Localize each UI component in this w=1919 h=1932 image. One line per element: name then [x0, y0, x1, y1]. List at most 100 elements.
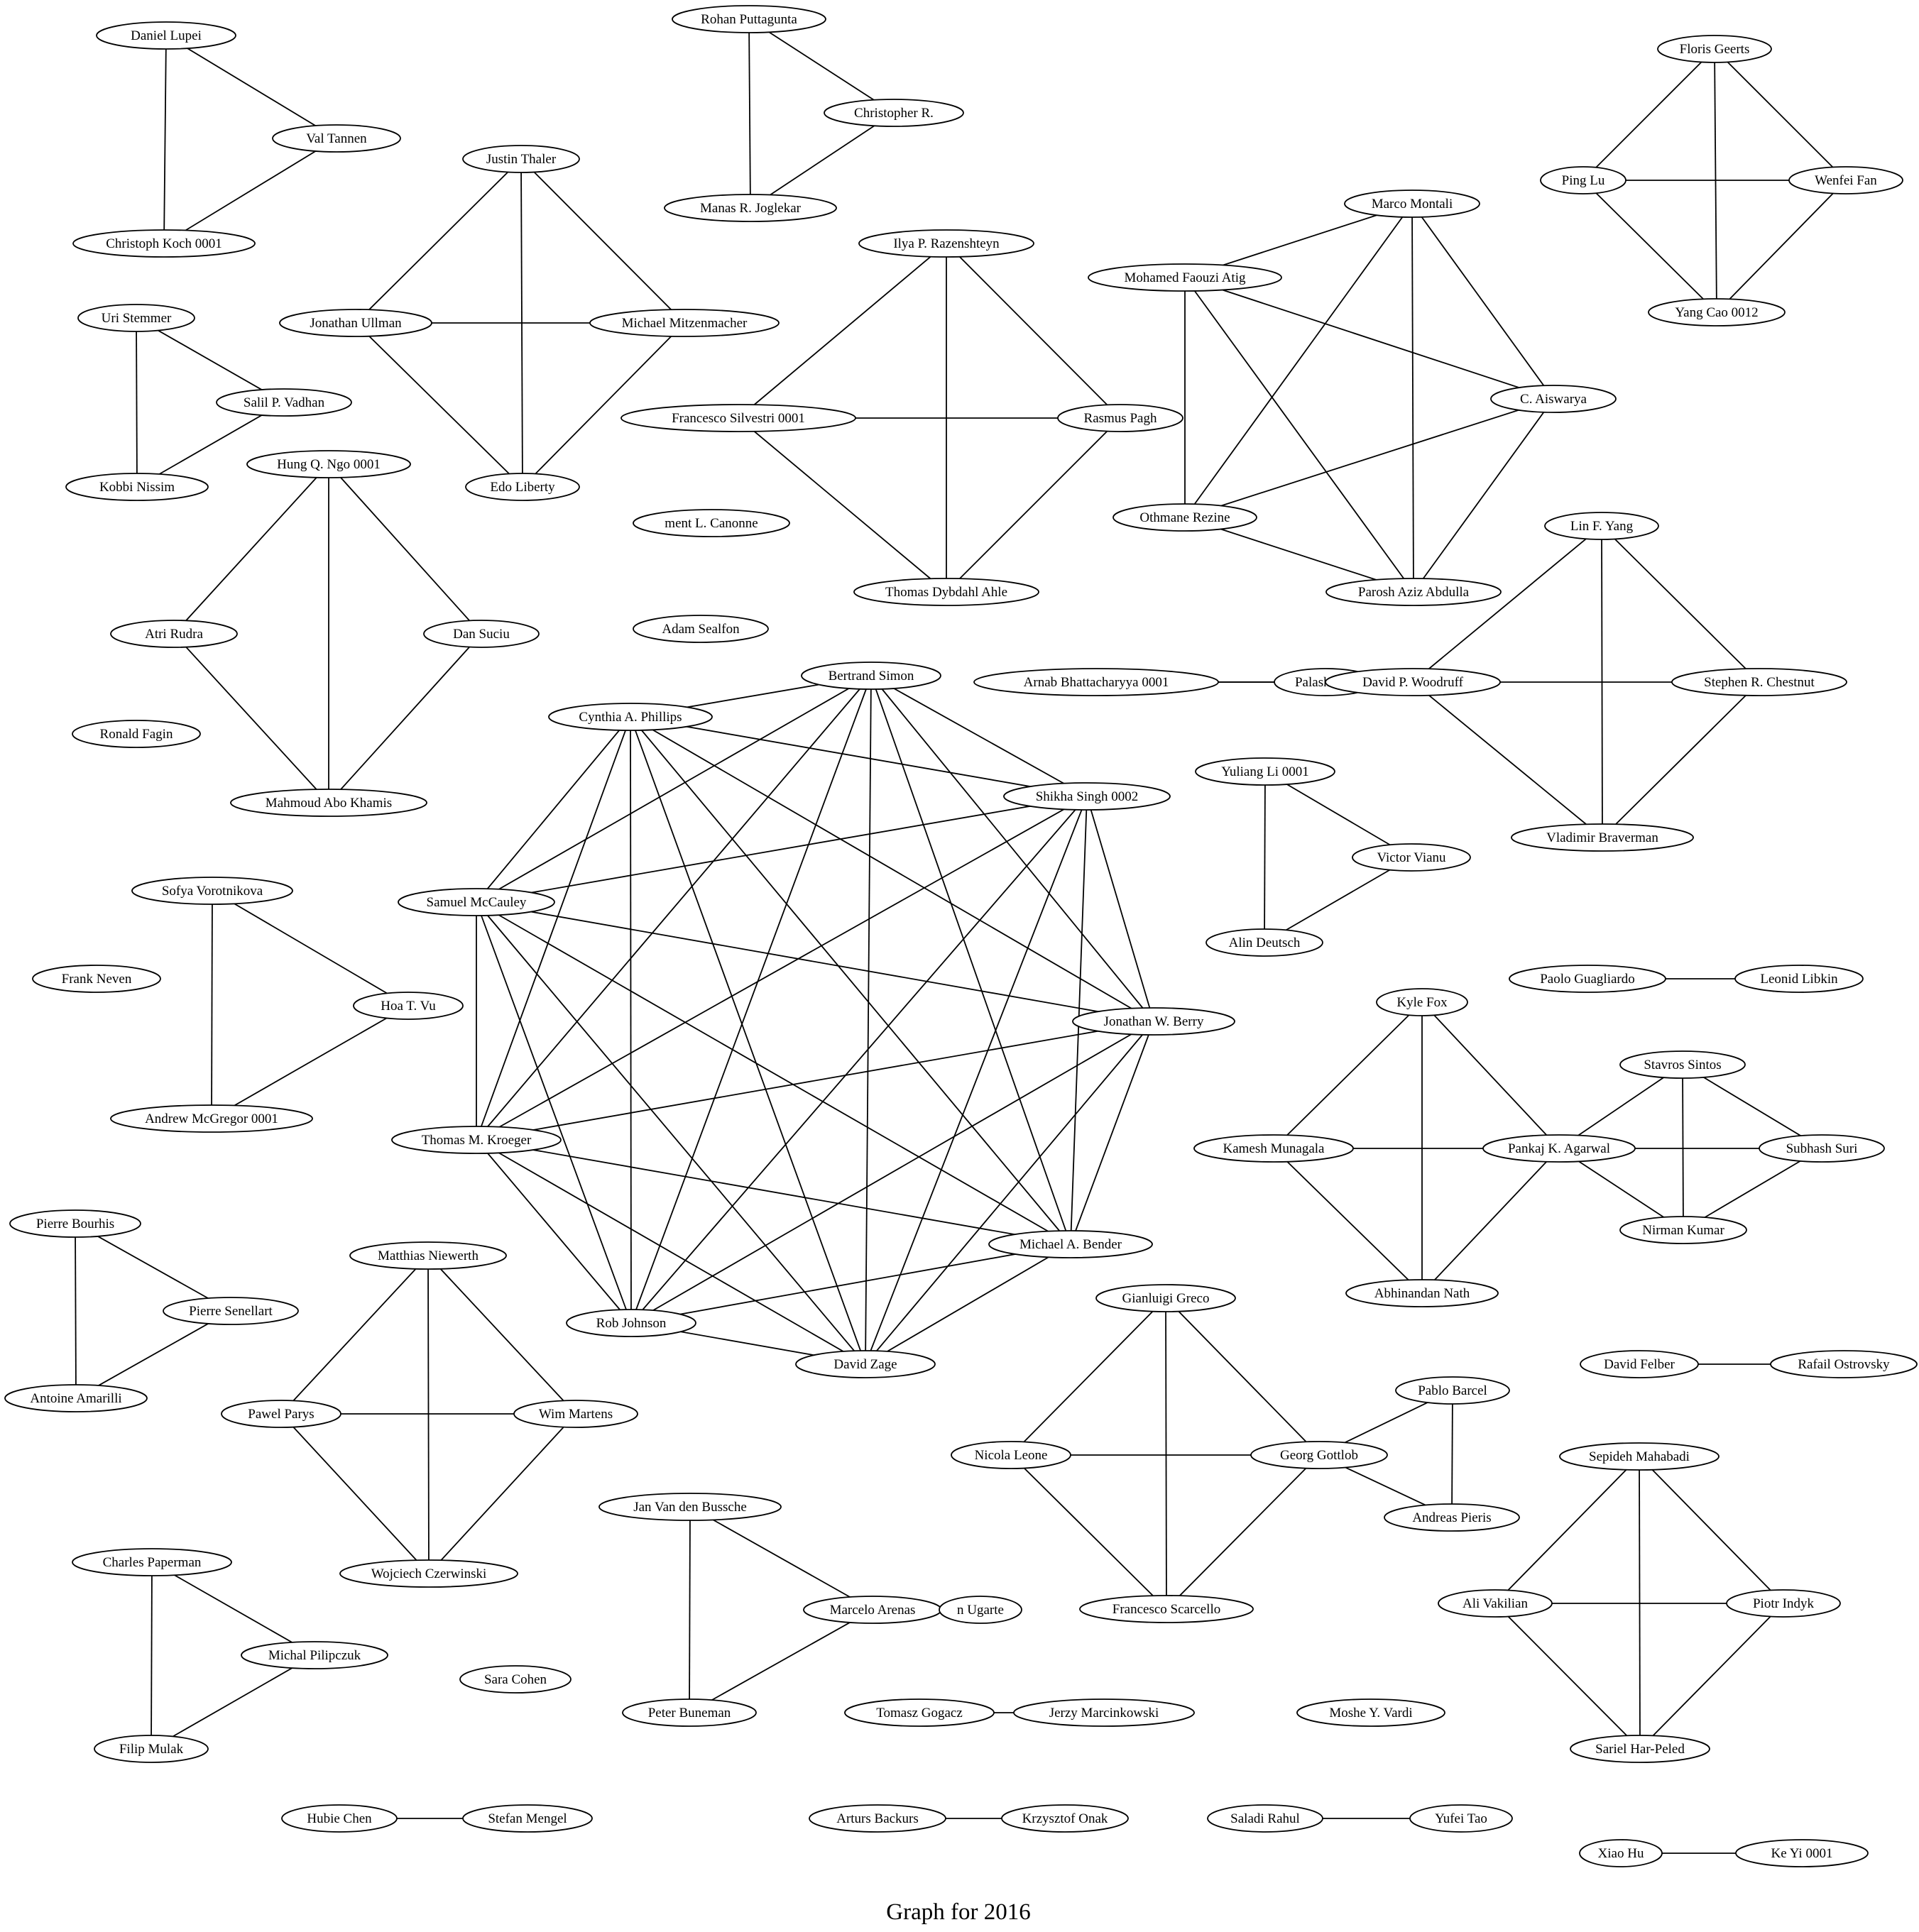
node-ellipse — [1205, 928, 1323, 957]
edge-kroeger-zage — [476, 1139, 866, 1365]
node-koch: Christoph Koch 0001 — [72, 229, 256, 258]
node-deutsch: Alin Deutsch — [1205, 928, 1323, 957]
node-pagh: Rasmus Pagh — [1057, 404, 1183, 432]
edge-vianu-deutsch — [1264, 857, 1412, 943]
node-ellipse — [1490, 385, 1617, 413]
edge-thaler-mitzenmacher — [520, 158, 685, 324]
node-label: Arturs Backurs — [836, 1811, 919, 1826]
node-geerts: Floris Geerts — [1657, 35, 1772, 63]
edge-kroeger-johnson — [476, 1139, 632, 1324]
node-label: Andreas Pieris — [1412, 1510, 1491, 1525]
node-mulak: Filip Mulak — [94, 1735, 209, 1763]
node-arenas: Marcelo Arenas — [803, 1596, 942, 1624]
edge-pagh-ahle — [946, 417, 1121, 593]
node-sintos: Stavros Sintos — [1619, 1050, 1746, 1079]
node-ellipse — [4, 1384, 148, 1412]
node-abdulla: Parosh Aziz Abdulla — [1325, 578, 1502, 606]
node-bourhis: Pierre Bourhis — [9, 1209, 141, 1238]
node-label: Othmane Rezine — [1139, 510, 1230, 525]
node-label: Samuel McCauley — [427, 895, 527, 910]
node-martens: Wim Martens — [513, 1400, 638, 1428]
node-ellipse — [1482, 1134, 1636, 1163]
node-label: ment L. Canonne — [665, 516, 758, 531]
node-ellipse — [462, 145, 580, 173]
node-johnson: Rob Johnson — [566, 1309, 696, 1337]
node-ellipse — [939, 1596, 1022, 1624]
node-ellipse — [1352, 843, 1471, 872]
edge-suri-kumar — [1683, 1148, 1822, 1231]
node-greco: Gianluigi Greco — [1095, 1284, 1236, 1312]
node-label: Yuliang Li 0001 — [1221, 764, 1309, 779]
node-ellipse — [1770, 1350, 1918, 1378]
edge-vorotnikova-hoavu — [212, 890, 409, 1006]
node-ellipse — [1001, 1804, 1129, 1833]
node-ellipse — [1057, 404, 1183, 432]
node-ellipse — [598, 1493, 782, 1521]
node-bhattacharyya: Arnab Bhattacharyya 0001 — [973, 668, 1219, 696]
edge-razenshteyn-pagh — [946, 243, 1121, 419]
node-label: Frank Neven — [62, 972, 132, 987]
node-kroeger: Thomas M. Kroeger — [391, 1126, 562, 1154]
edge-puttagunta-joglekar — [748, 18, 751, 209]
node-label: Marcelo Arenas — [830, 1603, 916, 1618]
node-label: Daniel Lupei — [131, 28, 202, 43]
edge-aiswarya-rezine — [1184, 398, 1554, 518]
edge-tannen-koch — [163, 138, 337, 244]
edge-senellart-amarilli — [75, 1310, 231, 1399]
edge-gottlob-scarcello — [1166, 1454, 1320, 1610]
node-ellipse — [801, 662, 941, 690]
node-label: Victor Vianu — [1377, 850, 1446, 865]
node-label: Lin F. Yang — [1570, 519, 1634, 534]
edge-munagala-nath — [1273, 1148, 1423, 1294]
node-label: Gianluigi Greco — [1122, 1291, 1210, 1306]
node-keyi: Ke Yi 0001 — [1735, 1839, 1869, 1867]
node-onak: Krzysztof Onak — [1001, 1804, 1129, 1833]
node-vianu: Victor Vianu — [1352, 843, 1471, 872]
node-ellipse — [1296, 1698, 1445, 1727]
node-label: Sara Cohen — [484, 1672, 547, 1687]
edge-bsimon-kroeger — [476, 675, 872, 1141]
node-ellipse — [566, 1309, 696, 1337]
node-ellipse — [1409, 1804, 1513, 1833]
edge-re-joglekar — [750, 112, 895, 209]
node-nath: Abhinandan Nath — [1345, 1279, 1499, 1307]
node-label: Rob Johnson — [596, 1316, 667, 1331]
node-ellipse — [1325, 578, 1502, 606]
node-ellipse — [465, 473, 580, 501]
edge-phillips-kroeger — [476, 716, 631, 1141]
node-label: Parosh Aziz Abdulla — [1358, 585, 1470, 600]
graph-title: Graph for 2016 — [886, 1899, 1030, 1925]
node-label: Krzysztof Onak — [1022, 1811, 1108, 1826]
node-ellipse — [1735, 1839, 1869, 1867]
node-ellipse — [1734, 965, 1864, 993]
node-label: Rasmus Pagh — [1084, 411, 1157, 426]
node-ullman: Jonathan Ullman — [279, 309, 432, 337]
node-ellipse — [272, 124, 401, 153]
edge-parys-czerwinski — [280, 1413, 430, 1574]
node-sealfon: Adam Sealfon — [633, 615, 769, 643]
edge-berry-zage — [865, 1021, 1154, 1365]
node-ellipse — [1395, 1376, 1510, 1405]
node-label: Arnab Bhattacharyya 0001 — [1024, 675, 1169, 690]
node-label: Sepideh Mahabadi — [1589, 1449, 1690, 1464]
node-label: Jonathan Ullman — [310, 316, 402, 331]
edge-bsimon-bender — [870, 675, 1071, 1245]
node-ellipse — [462, 1804, 593, 1833]
node-label: Alin Deutsch — [1229, 935, 1301, 950]
node-ellipse — [110, 620, 238, 648]
edge-berry-kroeger — [476, 1021, 1154, 1141]
node-label: Ronald Fagin — [100, 727, 173, 742]
edge-yuliang-vianu — [1264, 771, 1412, 858]
node-mccauley: Samuel McCauley — [398, 888, 555, 916]
node-ellipse — [163, 1297, 299, 1325]
node-ellipse — [620, 404, 856, 432]
node-label: Pierre Bourhis — [36, 1217, 114, 1231]
node-mengel: Stefan Mengel — [462, 1804, 593, 1833]
node-label: Floris Geerts — [1680, 42, 1750, 57]
node-label: Mohamed Faouzi Atig — [1125, 270, 1246, 285]
edge-greco-leone — [1010, 1297, 1166, 1456]
node-gogacz: Tomasz Gogacz — [844, 1698, 995, 1727]
edge-paperman-pilipczuk — [151, 1561, 315, 1656]
node-czerwinski: Wojciech Czerwinski — [339, 1559, 518, 1588]
node-fagin: Ronald Fagin — [72, 720, 201, 748]
